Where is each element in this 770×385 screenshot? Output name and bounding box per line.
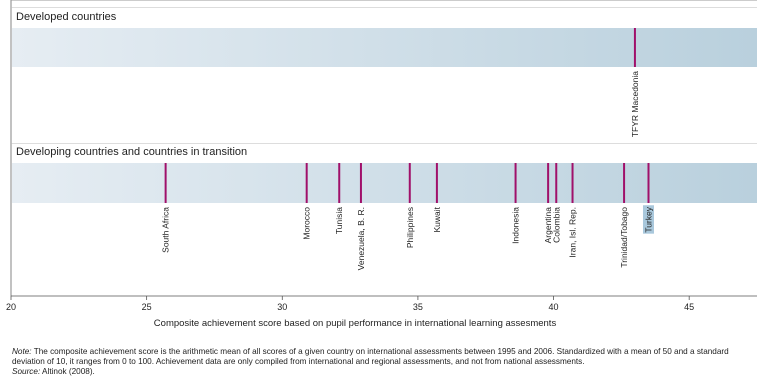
x-tick-label: 35 <box>413 302 423 312</box>
country-label: Venezuela, B. R. <box>356 207 366 270</box>
country-label: Argentina <box>543 207 553 244</box>
x-tick-label: 25 <box>142 302 152 312</box>
chart-frame <box>10 0 757 296</box>
group-title: Developed countries <box>16 11 117 23</box>
x-axis-label: Composite achievement score based on pup… <box>154 318 557 329</box>
group-developing: Developing countries and countries in tr… <box>11 143 757 270</box>
source-text: Altinok (2008). <box>40 367 95 376</box>
x-tick-label: 20 <box>6 302 16 312</box>
country-label: Colombia <box>551 207 561 243</box>
chart-note: Note: The composite achievement score is… <box>12 347 762 377</box>
source-lead: Source: <box>12 367 41 376</box>
country-label-highlight <box>642 205 654 234</box>
country-label: Indonesia <box>511 207 521 244</box>
score-band <box>12 28 757 67</box>
note-text: The composite achievement score is the a… <box>12 347 729 366</box>
country-label: Kuwait <box>432 206 442 232</box>
x-tick-label: 40 <box>549 302 559 312</box>
group-developed: Developed countries TFYR Macedonia <box>11 7 757 137</box>
country-label: Turkey <box>643 206 653 232</box>
country-label: Trinidad/Tobago <box>619 207 629 268</box>
country-label: Philippines <box>405 207 415 248</box>
country-label: Tunisia <box>334 207 344 234</box>
country-label: Morocco <box>302 207 312 240</box>
group-title: Developing countries and countries in tr… <box>16 146 247 158</box>
x-axis: 20 25 30 35 40 45 <box>6 295 757 312</box>
x-tick-label: 45 <box>684 302 694 312</box>
score-band <box>12 163 757 203</box>
country-label: TFYR Macedonia <box>630 71 640 137</box>
country-label: South Africa <box>161 207 171 253</box>
note-lead: Note: <box>12 347 32 356</box>
country-label: Iran, Isl. Rep. <box>568 207 578 258</box>
x-tick-label: 30 <box>277 302 287 312</box>
